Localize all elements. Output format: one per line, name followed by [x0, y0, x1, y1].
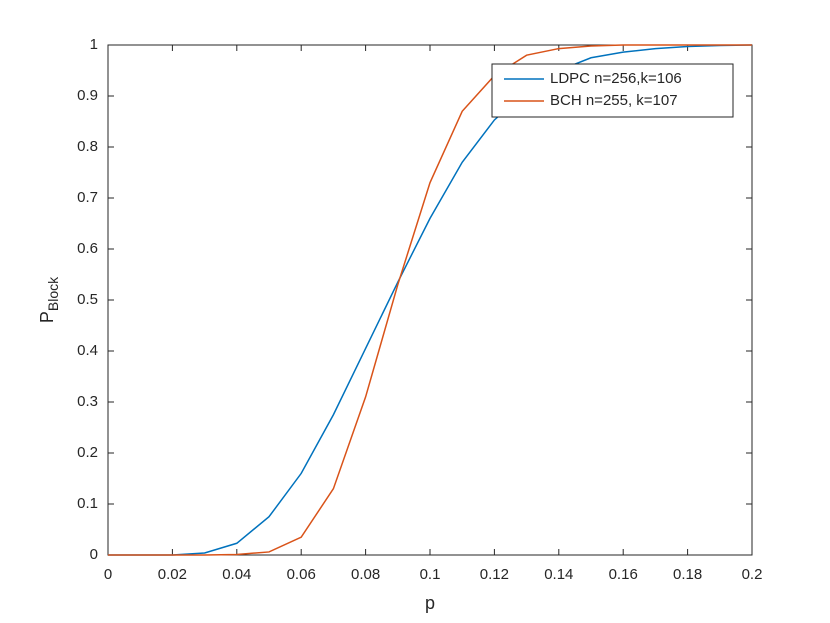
x-tick-label: 0.2 — [742, 566, 763, 583]
legend-label: BCH n=255, k=107 — [550, 92, 678, 109]
x-tick-label: 0 — [104, 566, 112, 583]
y-axis-label-group: PBlock — [37, 276, 61, 323]
series-line — [108, 44, 753, 556]
y-tick-label: 0.3 — [77, 393, 98, 410]
legend: LDPC n=256,k=106 BCH n=255, k=107 — [491, 63, 734, 118]
x-tick-label: 0.18 — [673, 566, 702, 583]
y-tick-label: 0 — [90, 546, 98, 563]
y-tick-label: 0.2 — [77, 444, 98, 461]
y-tick-label: 0.5 — [77, 291, 98, 308]
axes-box — [107, 44, 753, 556]
legend-box — [491, 63, 734, 118]
y-tick-label: 0.6 — [77, 240, 98, 257]
x-tick-label: 0.02 — [158, 566, 187, 583]
x-tick-label: 0.14 — [544, 566, 573, 583]
y-label-subscript: Block — [45, 276, 61, 311]
y-tick-label: 0.1 — [77, 495, 98, 512]
y-tick-label: 0.7 — [77, 189, 98, 206]
x-axis-label: p — [425, 593, 435, 613]
series-line — [108, 44, 752, 556]
y-tick-label: 0.8 — [77, 138, 98, 155]
x-tick-label: 0.08 — [351, 566, 380, 583]
x-tick-label: 0.12 — [480, 566, 509, 583]
y-axis-label: PBlock — [37, 276, 61, 323]
y-tick-label: 1 — [90, 36, 98, 53]
x-tick-label: 0.1 — [420, 566, 441, 583]
y-tick-label: 0.4 — [77, 342, 98, 359]
legend-label: LDPC n=256,k=106 — [550, 70, 682, 87]
y-tick-label: 0.9 — [77, 87, 98, 104]
x-tick-label: 0.04 — [222, 566, 251, 583]
y-label-base: P — [37, 311, 57, 323]
x-tick-label: 0.06 — [287, 566, 316, 583]
x-tick-label: 0.16 — [609, 566, 638, 583]
